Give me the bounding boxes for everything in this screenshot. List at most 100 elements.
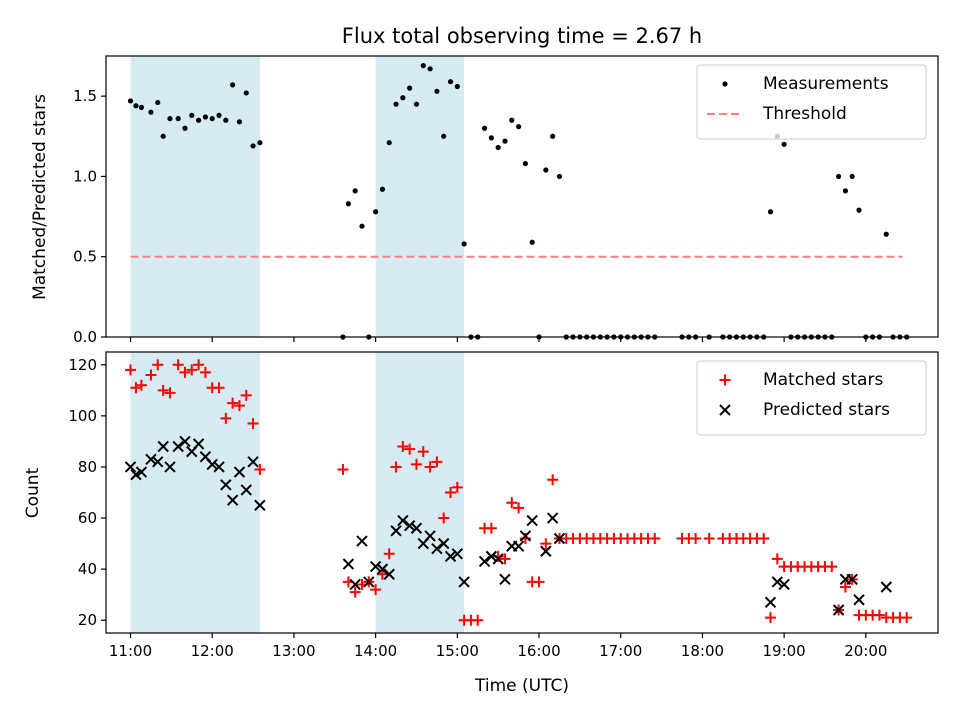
- bottom-legend-predicted-swatch: [719, 404, 731, 416]
- bottom-y-tick-label-0: 20: [78, 611, 97, 629]
- bottom-x-tick-label-6: 17:00: [599, 642, 642, 660]
- bottom-predicted-stars-point-37: [458, 576, 470, 588]
- top-y-tick-label-0: 0.0: [73, 328, 97, 346]
- top-measurements-point-41: [481, 125, 488, 131]
- top-measurements-point-88: [835, 173, 842, 180]
- bottom-matched-stars-point-34: [431, 456, 443, 468]
- bottom-matched-stars-point-14: [220, 412, 232, 424]
- bottom-matched-stars-point-70: [703, 532, 715, 544]
- bottom-predicted-stars-point-15: [226, 494, 239, 506]
- top-measurements-point-1: [133, 103, 139, 109]
- chart-title: Flux total observing time = 2.67 h: [342, 24, 702, 48]
- top-axes-frame: [105, 55, 939, 338]
- top-measurements-point-0: [127, 98, 134, 104]
- top-measurements-point-18: [250, 143, 256, 149]
- bottom-matched-stars-point-50: [540, 538, 552, 550]
- bottom-predicted-stars-point-55: [853, 594, 865, 606]
- bottom-legend-matched-swatch: [719, 374, 731, 386]
- top-measurements-point-33: [427, 66, 433, 72]
- bottom-predicted-stars-point-39: [485, 550, 498, 563]
- top-measurements-point-16: [236, 119, 243, 125]
- bottom-predicted-stars-point-28: [397, 514, 409, 527]
- bottom-matched-stars-point-9: [186, 364, 198, 376]
- bottom-matched-stars-point-15: [227, 397, 239, 409]
- bottom-predicted-stars-point-44: [519, 530, 532, 542]
- bottom-matched-stars-point-69: [690, 532, 702, 544]
- bottom-matched-stars-point-35: [438, 512, 450, 524]
- bottom-predicted-stars-point-8: [179, 435, 191, 448]
- bottom-predicted-stars-point-33: [431, 542, 443, 555]
- bottom-predicted-stars-point-20: [342, 558, 355, 570]
- top-measurements-point-48: [529, 239, 535, 245]
- top-y-axis-label: Matched/Predicted stars: [30, 94, 50, 300]
- bottom-matched-stars-point-22: [349, 586, 361, 598]
- bottom-y-tick-label-4: 100: [68, 407, 97, 425]
- top-legend-box: [696, 64, 927, 140]
- bottom-predicted-stars-point-36: [451, 548, 464, 560]
- bottom-matched-stars-point-3: [145, 369, 157, 381]
- bottom-predicted-stars-point-5: [157, 440, 169, 453]
- bottom-matched-stars-point-10: [193, 359, 205, 371]
- bottom-matched-stars-point-36: [445, 487, 457, 498]
- bottom-x-tick-label-1: 12:00: [191, 642, 234, 660]
- bottom-predicted-stars-point-41: [499, 573, 511, 586]
- top-measurements-point-4: [155, 99, 161, 106]
- top-measurements-point-45: [509, 117, 515, 123]
- bottom-predicted-stars-point-26: [383, 568, 395, 580]
- x-axis-label: Time (UTC): [474, 676, 569, 696]
- top-measurements-point-7: [175, 116, 181, 122]
- top-measurements-point-38: [461, 241, 467, 247]
- top-legend-label-1: Threshold: [762, 104, 847, 124]
- bottom-predicted-stars-point-4: [152, 456, 164, 468]
- bottom-matched-stars-point-45: [506, 497, 518, 509]
- bottom-matched-stars-point-98: [901, 612, 913, 624]
- bottom-predicted-stars-point-22: [356, 535, 368, 547]
- bottom-predicted-stars-point-0: [124, 461, 137, 473]
- bottom-predicted-stars-point-56: [880, 581, 892, 593]
- bottom-predicted-stars-point-49: [764, 596, 777, 609]
- top-measurements-point-95: [883, 231, 889, 237]
- bottom-y-tick-label-2: 60: [78, 509, 97, 527]
- bottom-matched-stars-point-46: [513, 502, 525, 514]
- bottom-predicted-stars-point-43: [512, 540, 525, 552]
- bottom-x-tick-label-8: 19:00: [763, 642, 806, 660]
- top-measurements-point-47: [522, 160, 529, 167]
- bottom-shaded-interval-0: [130, 352, 260, 633]
- bottom-predicted-stars-point-47: [546, 512, 559, 524]
- bottom-matched-stars-point-40: [472, 614, 484, 626]
- bottom-predicted-stars-point-30: [410, 522, 423, 534]
- bottom-predicted-stars-point-16: [233, 466, 246, 478]
- bottom-x-tick-label-2: 13:00: [272, 642, 315, 660]
- top-measurements-point-52: [556, 173, 563, 180]
- bottom-x-tick-label-4: 15:00: [436, 642, 479, 660]
- top-shaded-interval-1: [375, 56, 465, 337]
- bottom-predicted-stars-point-51: [778, 578, 790, 591]
- bottom-matched-stars-point-4: [152, 359, 164, 371]
- top-y-tick-label-2: 1.0: [73, 167, 97, 185]
- top-measurements-point-6: [167, 116, 173, 122]
- bottom-predicted-stars-point-23: [363, 576, 375, 588]
- bottom-x-tick-label-9: 20:00: [844, 642, 887, 660]
- bottom-predicted-stars-point-38: [478, 555, 491, 568]
- bottom-predicted-stars-point-18: [247, 456, 259, 468]
- bottom-matched-stars-point-89: [839, 581, 851, 593]
- bottom-matched-stars-point-13: [213, 382, 225, 394]
- bottom-matched-stars-point-8: [179, 366, 191, 378]
- top-measurements-point-80: [781, 141, 787, 147]
- bottom-predicted-stars-point-27: [390, 525, 402, 537]
- bottom-matched-stars-point-44: [499, 553, 511, 565]
- top-measurements-point-8: [182, 125, 188, 131]
- bottom-predicted-stars-point-25: [376, 563, 389, 575]
- bottom-predicted-stars-point-19: [254, 499, 266, 511]
- bottom-matched-stars-point-7: [172, 359, 184, 371]
- top-measurements-point-25: [373, 209, 379, 215]
- bottom-predicted-stars-point-10: [192, 438, 205, 450]
- top-measurements-point-50: [543, 167, 549, 173]
- bottom-predicted-stars-point-14: [220, 479, 232, 491]
- bottom-axes-frame: [105, 351, 939, 634]
- bottom-panel: Count Time (UTC) 20 40 60 80 100 120 11:00 12:0…: [23, 351, 939, 696]
- bottom-x-tick-label-7: 18:00: [681, 642, 724, 660]
- bottom-matched-stars-point-20: [337, 464, 349, 476]
- bottom-y-axis-label: Count: [23, 467, 43, 518]
- top-measurements-point-30: [407, 85, 413, 91]
